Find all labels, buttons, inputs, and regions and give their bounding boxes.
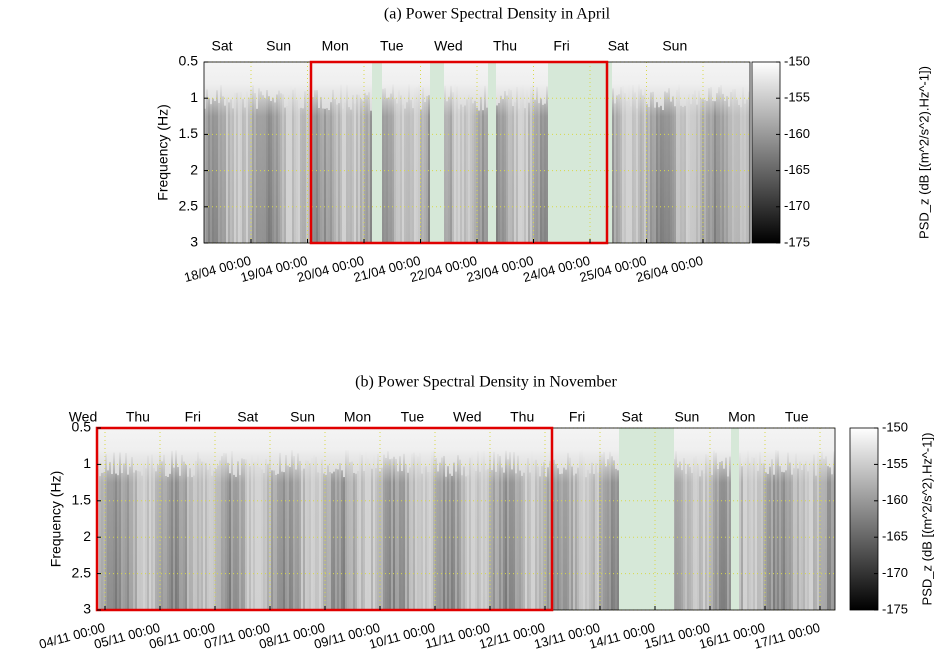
day-label: Sat xyxy=(621,409,642,425)
chart-title: (a) Power Spectral Density in April xyxy=(384,6,611,23)
spectrogram-image xyxy=(97,428,835,610)
colorbar-tick-label: -150 xyxy=(784,53,810,68)
colorbar-tick-label: -165 xyxy=(784,162,810,177)
colorbar-tick-label: -150 xyxy=(882,419,908,434)
day-label: Sat xyxy=(237,409,258,425)
day-label: Sun xyxy=(290,409,315,425)
colorbar-tick-label: -170 xyxy=(882,565,908,580)
day-label: Wed xyxy=(453,409,482,425)
day-label: Sun xyxy=(674,409,699,425)
day-label: Fri xyxy=(569,409,585,425)
chart-title: (b) Power Spectral Density in November xyxy=(355,374,617,391)
data-gap xyxy=(731,428,739,610)
day-label: Mon xyxy=(322,38,349,54)
day-label: Fri xyxy=(185,409,201,425)
top-fade xyxy=(204,62,750,243)
colorbar-label: PSD_z (dB [(m^2/s^2).Hz^-1]) xyxy=(919,433,934,606)
y-axis-label: Frequency (Hz) xyxy=(155,104,171,200)
day-label: Tue xyxy=(401,409,425,425)
y-axis-label: Frequency (Hz) xyxy=(48,471,64,567)
day-label: Sat xyxy=(608,38,629,54)
colorbar-tick-label: -165 xyxy=(882,529,908,544)
y-tick-label: 1.5 xyxy=(72,492,92,508)
data-gap xyxy=(619,428,674,610)
data-gap xyxy=(488,62,496,243)
y-tick-label: 3 xyxy=(83,601,91,617)
day-label: Wed xyxy=(69,409,98,425)
data-gap xyxy=(548,62,612,243)
day-label: Mon xyxy=(728,409,755,425)
y-tick-label: 2 xyxy=(190,161,198,177)
day-label: Sun xyxy=(662,38,687,54)
y-tick-label: 2 xyxy=(83,528,91,544)
colorbar-tick-label: -175 xyxy=(882,601,908,616)
colorbar-tick-label: -175 xyxy=(784,234,810,249)
colorbar xyxy=(751,61,781,244)
y-tick-label: 0.5 xyxy=(179,53,199,69)
colorbar-tick-label: -160 xyxy=(882,492,908,507)
y-tick-label: 1 xyxy=(83,455,91,471)
y-tick-label: 2.5 xyxy=(72,564,92,580)
day-label: Thu xyxy=(510,409,534,425)
day-label: Sat xyxy=(211,38,232,54)
y-tick-label: 1 xyxy=(190,89,198,105)
colorbar-tick-label: -170 xyxy=(784,198,810,213)
y-tick-label: 3 xyxy=(190,234,198,250)
spectrogram-image xyxy=(204,62,750,244)
colorbar xyxy=(849,427,879,611)
day-label: Thu xyxy=(493,38,517,54)
y-tick-label: 1.5 xyxy=(179,125,199,141)
data-gap xyxy=(372,62,382,243)
day-label: Thu xyxy=(126,409,150,425)
y-tick-label: 2.5 xyxy=(179,198,199,214)
data-gap xyxy=(430,62,444,243)
y-tick-label: 0.5 xyxy=(72,419,92,435)
colorbar-label: PSD_z (dB [(m^2/s^2).Hz^-1]) xyxy=(916,66,931,239)
top-fade xyxy=(97,428,835,610)
colorbar-tick-label: -155 xyxy=(882,456,908,471)
day-label: Mon xyxy=(344,409,371,425)
day-label: Tue xyxy=(380,38,404,54)
colorbar-tick-label: -155 xyxy=(784,90,810,105)
day-label: Fri xyxy=(553,38,569,54)
day-label: Wed xyxy=(434,38,463,54)
day-label: Sun xyxy=(266,38,291,54)
highlight-box xyxy=(309,60,609,245)
colorbar-tick-label: -160 xyxy=(784,126,810,141)
day-label: Tue xyxy=(785,409,809,425)
